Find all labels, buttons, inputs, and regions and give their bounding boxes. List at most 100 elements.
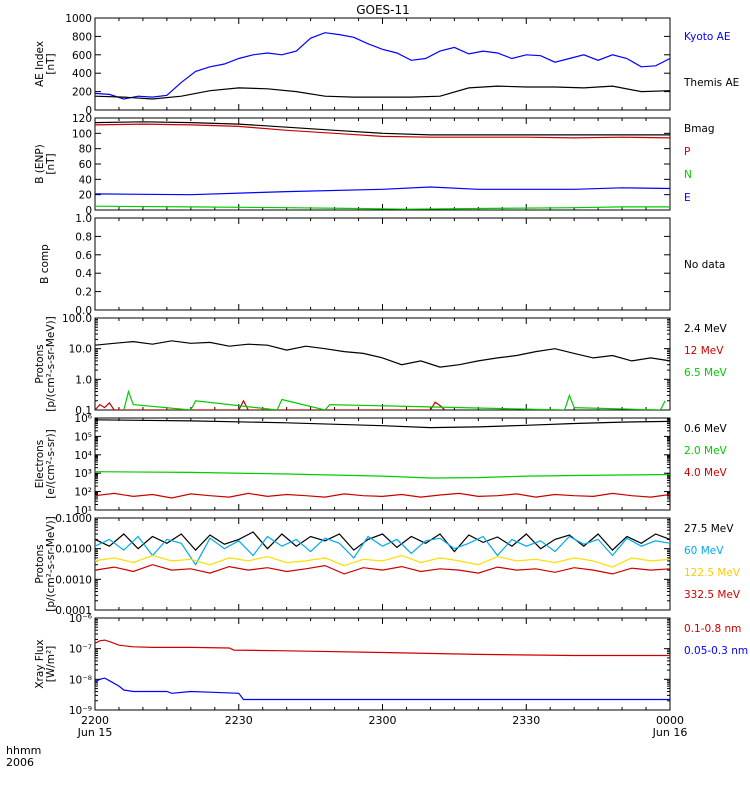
time-tick-date: Jun 16 — [652, 726, 688, 739]
ylabel-bcomp: B comp — [39, 244, 51, 284]
panel-bfield: 0 20 40 60 80 100 120 B (ENP) [nT] Bmag PNE — [34, 113, 715, 217]
legend-label: E — [684, 192, 691, 204]
panel-bcomp: 0.0 0.2 0.4 0.6 0.8 1.0 B comp No data — [39, 213, 725, 317]
legend-label: N — [684, 169, 692, 181]
series-line-27-5-mev — [95, 531, 670, 553]
series-line-0-1-0-8-nm — [95, 639, 670, 657]
ytick-label-bcomp: 1.0 — [75, 213, 92, 225]
ylabel-electrons: Electrons — [34, 440, 46, 489]
ytick-label-electrons: 10¹ — [74, 505, 92, 517]
series-line-0-6-mev — [95, 419, 670, 429]
series-line-e — [95, 186, 670, 196]
panel-ae: 0 200 400 600 800 1000 AE Index [nT] Kyoto AE The… — [34, 13, 739, 117]
ylabel-protons_high: Protons — [34, 544, 46, 583]
ytick-label-protons_low: 0.1 — [75, 405, 92, 417]
series-line-themis-ae — [95, 85, 670, 100]
legend-label: 0.05-0.3 nm — [684, 645, 748, 657]
time-tick-label: 2330 — [512, 714, 540, 727]
chart-title: GOES-11 — [356, 3, 410, 17]
ytick-label-bcomp: 0.2 — [75, 287, 92, 299]
time-tick-label: 2300 — [369, 714, 397, 727]
legend-label: 4.0 MeV — [684, 467, 728, 479]
ytick-label-electrons: 10⁴ — [74, 450, 92, 462]
legend-label: 0.1-0.8 nm — [684, 623, 741, 635]
panel-frame-xray — [94, 617, 671, 711]
ylabel-protons_low: Protons — [34, 344, 46, 383]
ytick-label-electrons: 10³ — [74, 468, 92, 480]
ylabel-bfield: [nT] — [45, 153, 57, 174]
series-line-4-0-mev — [95, 492, 670, 499]
panel-frame-protons_high — [94, 517, 671, 611]
panel-frame-bcomp — [94, 217, 671, 311]
ylabel-electrons: [e/(cm²-s-sr)] — [45, 429, 57, 498]
series-line-0-05-0-3-nm — [95, 677, 670, 701]
ytick-label-bfield: 0 — [85, 205, 92, 217]
series-line-2-4-mev — [95, 340, 670, 368]
ytick-label-bfield: 120 — [72, 113, 92, 125]
series-line-2-0-mev — [95, 471, 670, 479]
legend-label: 2.0 MeV — [684, 445, 728, 457]
ylabel-protons_low: [p/(cm²-s-sr-MeV)] — [45, 316, 57, 411]
legend-label: 6.5 MeV — [684, 367, 728, 379]
ytick-label-protons_low: 10.0 — [69, 344, 92, 356]
legend-label: 332.5 MeV — [684, 589, 741, 601]
panel-xray: 10⁻⁹ 10⁻⁸ 10⁻⁷ 10⁻⁶ Xray Flux [W/m²] 0.1-0.8 n… — [34, 613, 748, 717]
ytick-label-bfield: 60 — [79, 159, 92, 171]
time-tick-date: Jun 15 — [77, 726, 113, 739]
ytick-label-electrons: 10⁵ — [74, 431, 92, 443]
ytick-label-ae: 0 — [85, 105, 92, 117]
panel-electrons: 10¹ 10² 10³ 10⁴ 10⁵ 10⁶ Electrons [e/(cm²-s-sr)… — [34, 413, 728, 517]
time-tick-label: 2200 — [81, 714, 109, 727]
ytick-label-protons_high: 0.0001 — [55, 605, 92, 617]
ytick-label-protons_high: 0.0100 — [55, 544, 92, 556]
ytick-label-bfield: 20 — [79, 190, 92, 202]
ytick-label-xray: 10⁻⁷ — [69, 644, 92, 656]
time-axis: hhmm 2006 — [6, 744, 41, 769]
legend-label: 27.5 MeV — [684, 523, 734, 535]
series-line-122-5-mev — [95, 554, 670, 568]
ytick-label-xray: 10⁻⁶ — [69, 613, 92, 625]
ylabel-ae: [nT] — [45, 53, 57, 74]
legend-label: Themis AE — [683, 77, 739, 89]
legend-label: P — [684, 146, 690, 158]
ytick-label-bfield: 40 — [79, 174, 92, 186]
ytick-label-bcomp: 0.0 — [75, 305, 92, 317]
ytick-label-protons_high: 0.0010 — [55, 574, 92, 586]
legend-label: Bmag — [684, 123, 715, 135]
series-line-332-5-mev — [95, 564, 670, 575]
series-line-bmag — [95, 121, 670, 136]
ytick-label-protons_low: 100.0 — [62, 313, 92, 325]
ytick-label-bcomp: 0.6 — [75, 250, 92, 262]
ytick-label-ae: 400 — [72, 68, 92, 80]
ylabel-bfield: B (ENP) — [34, 144, 46, 184]
series-line-6-5-mev — [123, 389, 666, 410]
ytick-label-bfield: 80 — [79, 144, 92, 156]
ylabel-ae: AE Index — [34, 41, 46, 87]
ytick-label-electrons: 10⁶ — [74, 413, 92, 425]
ytick-label-ae: 1000 — [65, 13, 92, 25]
ylabel-xray: [W/m²] — [45, 646, 57, 683]
ytick-label-ae: 800 — [72, 31, 92, 43]
legend-label: 12 MeV — [684, 345, 724, 357]
ylabel-protons_high: [p/(cm²-s-sr-MeV)] — [45, 516, 57, 611]
panel-frame-protons_low — [94, 317, 671, 411]
ytick-label-bfield: 100 — [72, 128, 92, 140]
series-line-kyoto-ae — [95, 32, 670, 100]
legend-label: 122.5 MeV — [684, 567, 741, 579]
legend-label: 0.6 MeV — [684, 423, 728, 435]
time-tick-label: 0000 — [656, 714, 684, 727]
panel-protons_low: 0.1 1.0 10.0 100.0 Protons [p/(cm²-s-sr-MeV)]… — [34, 313, 728, 417]
ytick-label-protons_low: 1.0 — [75, 374, 92, 386]
panel-protons_high: 0.0001 0.0010 0.0100 0.1000 Protons [p/(cm²-s… — [34, 513, 741, 617]
ytick-label-bcomp: 0.4 — [75, 268, 92, 280]
ytick-label-protons_high: 0.1000 — [55, 513, 92, 525]
legend-label: Kyoto AE — [684, 31, 730, 43]
panel-frame-bfield — [94, 117, 671, 211]
ytick-label-electrons: 10² — [74, 487, 92, 499]
legend-label: 60 MeV — [684, 545, 724, 557]
ytick-label-xray: 10⁻⁹ — [69, 705, 92, 717]
ytick-label-xray: 10⁻⁸ — [69, 674, 92, 686]
legend-label: No data — [684, 259, 725, 271]
